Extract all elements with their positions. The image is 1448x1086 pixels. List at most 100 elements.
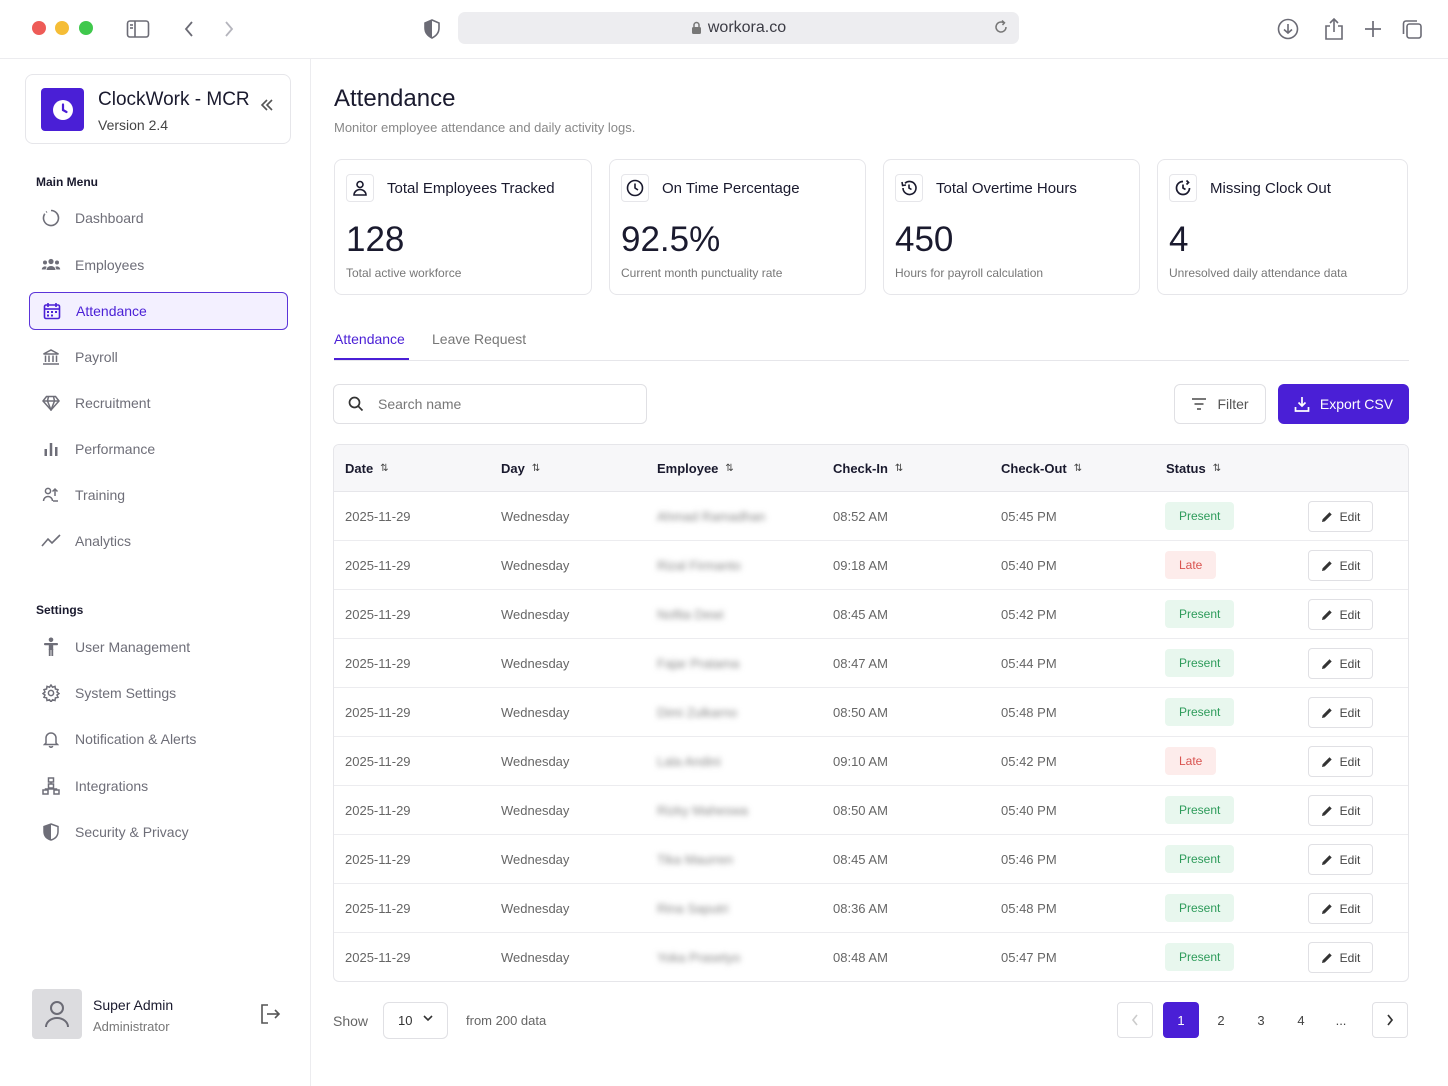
filter-button[interactable]: Filter <box>1174 384 1266 424</box>
column-header-label: Day <box>501 461 525 476</box>
sidebar-item-label: Recruitment <box>75 395 151 411</box>
export-csv-button[interactable]: Export CSV <box>1278 384 1409 424</box>
main-content: Attendance Monitor employee attendance a… <box>311 59 1448 1086</box>
trend-icon <box>41 531 61 551</box>
tabs-overview-icon[interactable] <box>1399 16 1425 42</box>
page-button[interactable]: 1 <box>1163 1002 1199 1038</box>
logout-icon[interactable] <box>259 1003 281 1030</box>
sidebar-item-security[interactable]: Security & Privacy <box>29 813 288 851</box>
column-header-day[interactable]: Day ⇅ <box>501 461 540 476</box>
cell-day: Wednesday <box>501 803 570 818</box>
column-header-status[interactable]: Status ⇅ <box>1166 461 1221 476</box>
sidebar-item-dashboard[interactable]: Dashboard <box>29 199 288 237</box>
stat-value: 4 <box>1169 220 1189 259</box>
edit-button[interactable]: Edit <box>1308 942 1373 973</box>
edit-button[interactable]: Edit <box>1308 893 1373 924</box>
column-header-date[interactable]: Date ⇅ <box>345 461 389 476</box>
cell-check-in: 08:47 AM <box>833 656 888 671</box>
edit-button[interactable]: Edit <box>1308 795 1373 826</box>
back-icon[interactable] <box>176 16 202 42</box>
attendance-table: Date ⇅ Day ⇅ Employee ⇅ Check-In ⇅ Check-Out… <box>333 444 1409 982</box>
download-icon[interactable] <box>1275 16 1301 42</box>
status-badge: Present <box>1165 943 1235 971</box>
avatar[interactable] <box>32 989 82 1039</box>
next-page-button[interactable] <box>1372 1002 1408 1038</box>
page-size-select[interactable]: 10 <box>383 1002 448 1039</box>
cell-check-in: 09:10 AM <box>833 754 888 769</box>
page-button[interactable]: 3 <box>1257 1012 1265 1028</box>
forward-icon[interactable] <box>216 16 242 42</box>
cell-date: 2025-11-29 <box>345 656 411 671</box>
edit-label: Edit <box>1339 558 1361 573</box>
cell-employee: Nofita Dewi <box>657 607 724 622</box>
page-button[interactable]: 2 <box>1217 1012 1225 1028</box>
new-tab-icon[interactable] <box>1360 16 1386 42</box>
page-button[interactable]: 4 <box>1297 1012 1305 1028</box>
tab-attendance[interactable]: Attendance <box>334 331 405 347</box>
tab-bar: Attendance Leave Request <box>334 327 1409 361</box>
tab-leave-request[interactable]: Leave Request <box>432 331 527 347</box>
settings-label: Settings <box>36 603 84 617</box>
cell-employee: Lala Andini <box>657 754 721 769</box>
sidebar-item-system-settings[interactable]: System Settings <box>29 674 288 712</box>
sidebar-toggle-icon[interactable] <box>125 16 151 42</box>
sidebar-item-employees[interactable]: Employees <box>29 246 288 284</box>
cell-check-out: 05:42 PM <box>1001 754 1057 769</box>
edit-button[interactable]: Edit <box>1308 648 1373 679</box>
cell-check-out: 05:48 PM <box>1001 901 1057 916</box>
brand-version: Version 2.4 <box>98 117 169 133</box>
sidebar-item-label: Security & Privacy <box>75 824 189 840</box>
brand-card: ClockWork - MCR Version 2.4 <box>25 74 291 144</box>
sidebar-item-analytics[interactable]: Analytics <box>29 522 288 560</box>
browser-toolbar: workora.co <box>0 0 1448 59</box>
edit-button[interactable]: Edit <box>1308 550 1373 581</box>
minimize-window-button[interactable] <box>55 21 69 35</box>
sidebar-item-recruitment[interactable]: Recruitment <box>29 384 288 422</box>
calendar-icon <box>42 301 62 321</box>
cell-date: 2025-11-29 <box>345 754 411 769</box>
stat-caption: Current month punctuality rate <box>621 266 783 280</box>
previous-page-button[interactable] <box>1117 1002 1153 1038</box>
edit-button[interactable]: Edit <box>1308 746 1373 777</box>
cell-day: Wednesday <box>501 656 570 671</box>
sidebar-item-notifications[interactable]: Notification & Alerts <box>29 720 288 758</box>
reload-icon[interactable] <box>993 19 1009 40</box>
column-header-employee[interactable]: Employee ⇅ <box>657 461 734 476</box>
cell-employee: Rina Saputri <box>657 901 729 916</box>
pencil-icon <box>1321 560 1333 572</box>
pencil-icon <box>1321 511 1333 523</box>
column-header-label: Check-Out <box>1001 461 1067 476</box>
share-icon[interactable] <box>1321 16 1347 42</box>
column-header-label: Check-In <box>833 461 888 476</box>
search-input[interactable] <box>378 396 628 412</box>
cell-date: 2025-11-29 <box>345 950 411 965</box>
cell-date: 2025-11-29 <box>345 705 411 720</box>
sidebar-item-performance[interactable]: Performance <box>29 430 288 468</box>
column-header-check-out[interactable]: Check-Out ⇅ <box>1001 461 1082 476</box>
sidebar-item-payroll[interactable]: Payroll <box>29 338 288 376</box>
sort-icon: ⇅ <box>894 463 904 474</box>
maximize-window-button[interactable] <box>79 21 93 35</box>
cell-employee: Rizky Maheswa <box>657 803 749 818</box>
close-window-button[interactable] <box>32 21 46 35</box>
sidebar-item-label: Payroll <box>75 349 118 365</box>
address-bar[interactable]: workora.co <box>458 12 1019 44</box>
bell-icon <box>41 729 61 749</box>
edit-button[interactable]: Edit <box>1308 599 1373 630</box>
history-icon <box>895 174 923 202</box>
status-badge: Present <box>1165 845 1235 873</box>
pencil-icon <box>1321 854 1333 866</box>
sidebar-item-attendance[interactable]: Attendance <box>29 292 288 330</box>
sidebar-item-training[interactable]: Training <box>29 476 288 514</box>
edit-label: Edit <box>1339 803 1361 818</box>
edit-label: Edit <box>1339 901 1361 916</box>
edit-button[interactable]: Edit <box>1308 501 1373 532</box>
column-header-check-in[interactable]: Check-In ⇅ <box>833 461 903 476</box>
edit-button[interactable]: Edit <box>1308 844 1373 875</box>
sidebar-item-integrations[interactable]: Integrations <box>29 767 288 805</box>
collapse-sidebar-icon[interactable] <box>260 98 274 117</box>
edit-button[interactable]: Edit <box>1308 697 1373 728</box>
bar-chart-icon <box>41 439 61 459</box>
privacy-shield-icon[interactable] <box>419 16 445 42</box>
sidebar-item-user-management[interactable]: User Management <box>29 628 288 666</box>
